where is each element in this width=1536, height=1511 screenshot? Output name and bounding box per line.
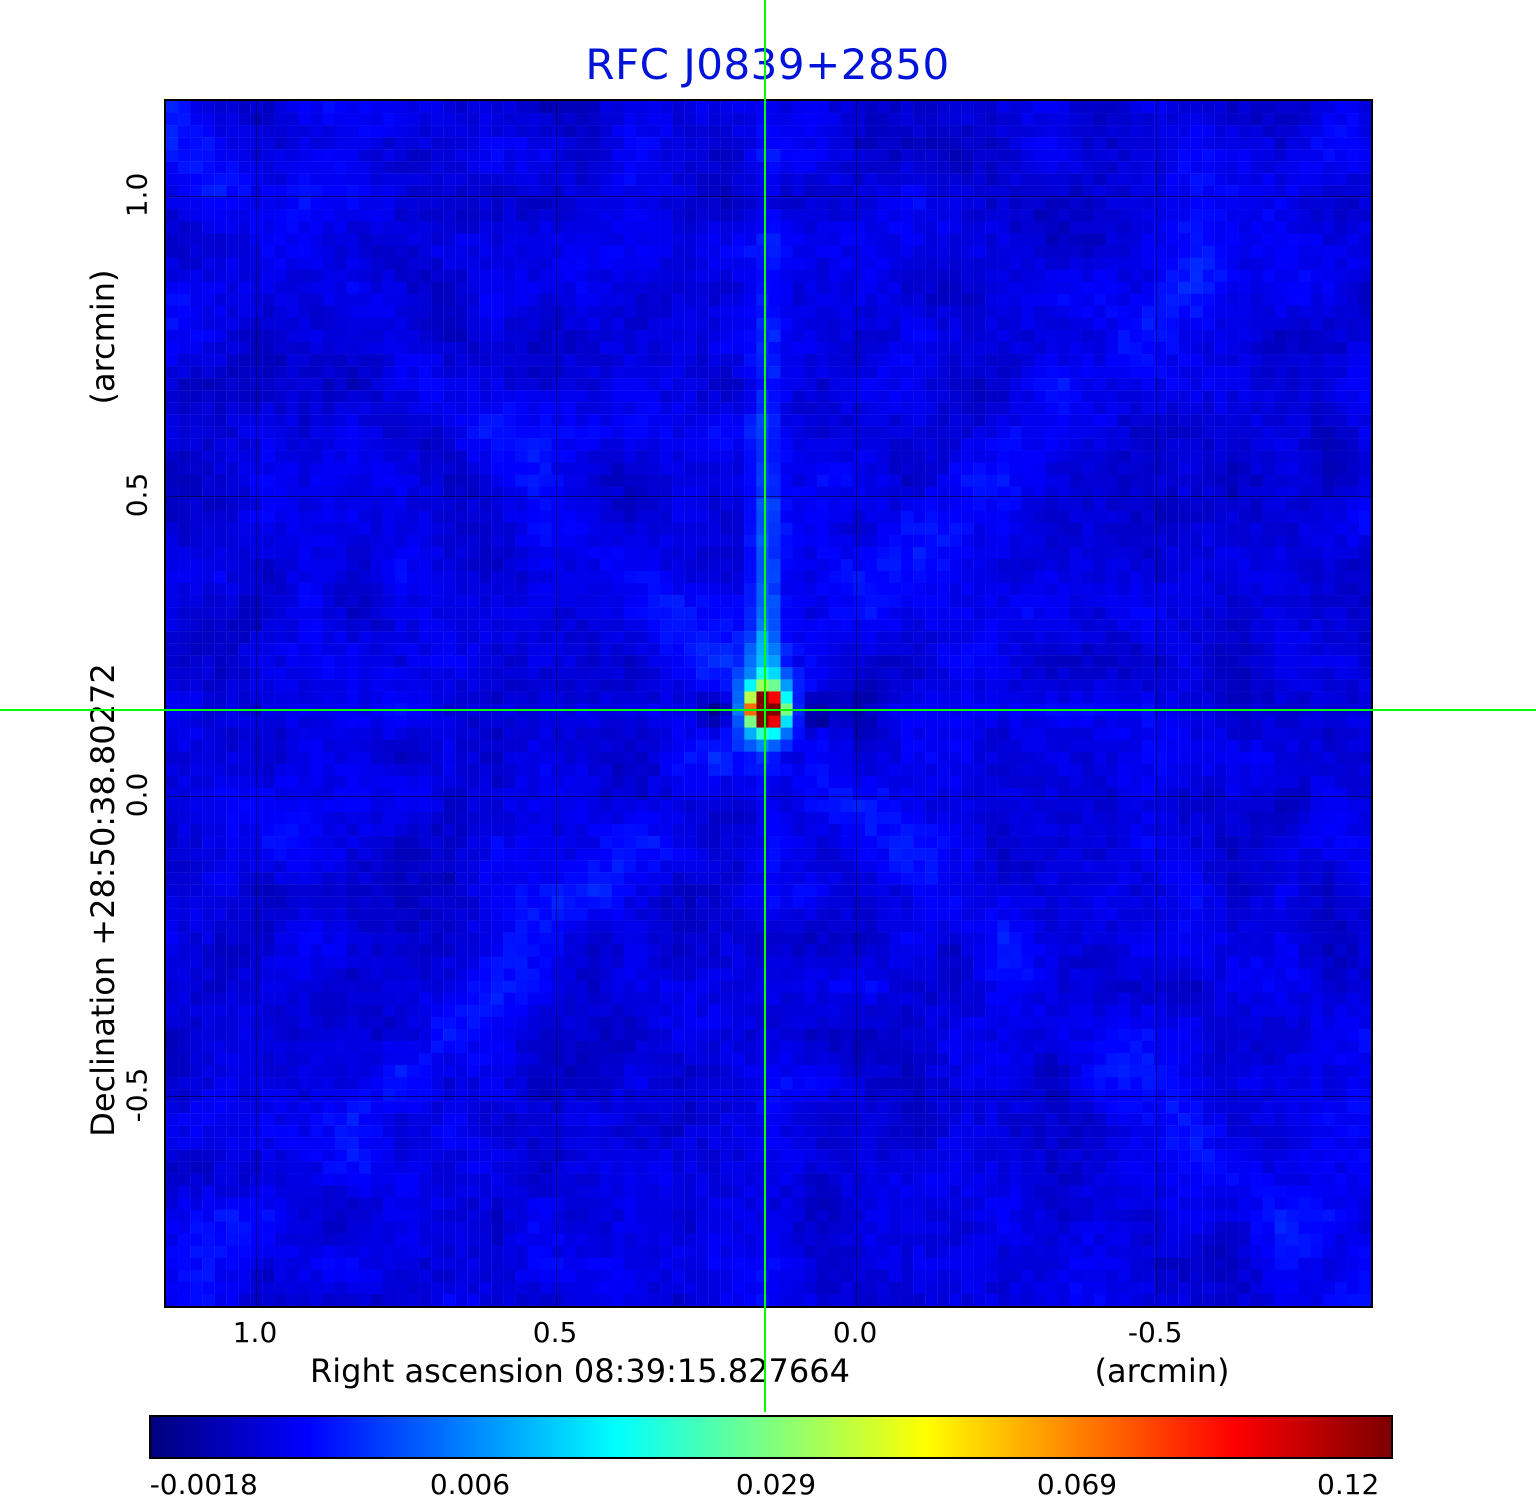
grid-line-vertical — [256, 101, 257, 1306]
grid-line-horizontal — [166, 1095, 1371, 1097]
y-axis-label: Declination +28:50:38.80272 — [84, 663, 122, 1137]
sky-map-plot — [164, 99, 1373, 1308]
grid-line-vertical — [1156, 101, 1158, 1306]
x-axis-label: Right ascension 08:39:15.827664 — [310, 1352, 850, 1390]
colorbar — [149, 1415, 1393, 1459]
crosshair-horizontal-line — [0, 708, 1536, 711]
colorbar-canvas — [151, 1417, 1391, 1457]
colorbar-tick-label: 0.029 — [735, 1468, 817, 1501]
y-tick-label: 0.0 — [120, 772, 154, 818]
crosshair-vertical-line — [764, 0, 767, 1412]
grid-line-horizontal — [166, 195, 1371, 197]
y-tick-label: 1.0 — [120, 172, 154, 218]
y-tick-label: -0.5 — [120, 1067, 154, 1123]
colorbar-tick-label: 0.12 — [1317, 1468, 1380, 1501]
x-tick-label: 0.0 — [832, 1316, 878, 1349]
x-tick-label: 1.0 — [232, 1316, 278, 1349]
x-tick-label: -0.5 — [1127, 1316, 1183, 1349]
colorbar-tick-label: -0.0018 — [149, 1468, 258, 1501]
plot-title: RFC J0839+2850 — [585, 40, 950, 89]
sky-map-canvas — [166, 101, 1371, 1306]
grid-line-horizontal — [166, 795, 1371, 797]
x-axis-unit-label: (arcmin) — [1094, 1352, 1230, 1390]
y-tick-label: 0.5 — [120, 472, 154, 518]
grid-line-horizontal — [166, 495, 1371, 497]
y-axis-unit-label: (arcmin) — [84, 269, 122, 405]
colorbar-tick-label: 0.006 — [429, 1468, 511, 1501]
colorbar-tick-label: 0.069 — [1036, 1468, 1118, 1501]
grid-line-vertical — [556, 101, 558, 1306]
x-tick-label: 0.5 — [532, 1316, 578, 1349]
grid-line-vertical — [856, 101, 858, 1306]
